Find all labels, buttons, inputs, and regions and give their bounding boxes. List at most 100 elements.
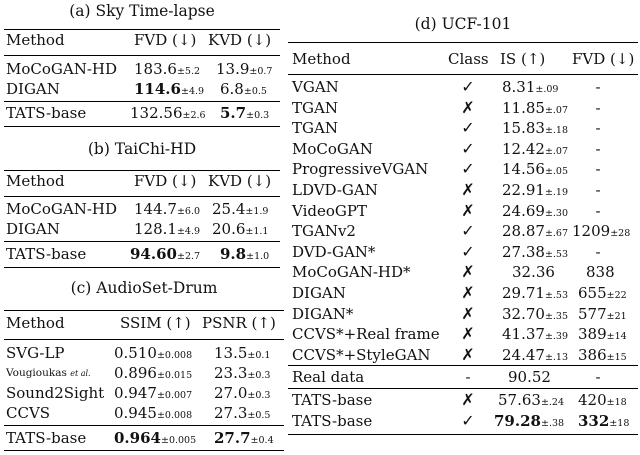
ucf-header-method: Method <box>292 50 351 68</box>
is-value: 28.87 <box>502 222 545 241</box>
method-cell: MoCoGAN-HD <box>6 200 118 218</box>
sky-header-row: Method FVD (↓) KVD (↓) <box>4 30 280 50</box>
table-row: Vougioukas et al. 0.896±0.015 23.3±0.3 <box>4 363 284 383</box>
cross-icon: ✗ <box>461 390 475 409</box>
sky-header-kvd: KVD (↓) <box>208 31 272 49</box>
table-row: TATS-base 94.60±2.7 9.8±1.0 <box>4 244 280 264</box>
ssim-value: 0.896 <box>114 364 157 382</box>
method-cell: TATS-base <box>292 391 373 409</box>
fvd-error: ±2.6 <box>182 110 206 121</box>
is-error: ±.67 <box>544 228 569 240</box>
is-value: 29.71 <box>502 284 545 302</box>
ssim-error: ±0.015 <box>156 370 193 381</box>
cross-icon: ✗ <box>461 303 475 323</box>
is-value: 12.42 <box>502 139 545 158</box>
method-cell: MoCoGAN <box>292 139 373 158</box>
method-cell: TGANv2 <box>292 222 356 241</box>
psnr-error: ±0.4 <box>250 435 274 446</box>
table-row: VGAN ✓ 8.31±.09 - <box>288 77 638 97</box>
is-value: 8.31 <box>502 78 536 96</box>
method-suffix: et al. <box>70 369 91 378</box>
kvd-error: ±1.1 <box>245 226 269 237</box>
check-icon: ✓ <box>461 241 475 261</box>
table-row: LDVD-GAN ✗ 22.91±.19 - <box>288 180 638 200</box>
fvd-value: - <box>595 78 601 96</box>
sky-table: (a) Sky Time-lapse Method FVD (↓) KVD (↓… <box>4 0 280 135</box>
fvd-value: - <box>595 242 601 261</box>
audio-header-psnr: PSNR (↑) <box>202 314 276 332</box>
kvd-error: ±1.9 <box>245 206 269 217</box>
table-row: TATS-base ✗ 57.63±.24 420±18 <box>288 390 638 410</box>
table-row: Sound2Sight 0.947±0.007 27.0±0.3 <box>4 383 284 403</box>
psnr-value: 27.3 <box>214 404 248 422</box>
sky-header-method: Method <box>6 31 65 49</box>
is-error: ±.24 <box>540 397 565 408</box>
check-icon: ✓ <box>461 118 475 138</box>
ucf-header-row: Method Class IS (↑) FVD (↓) <box>288 49 638 69</box>
check-icon: ✓ <box>461 221 475 241</box>
is-error: ±.07 <box>544 145 569 157</box>
table-row: TATS-base 132.56±2.6 5.7±0.3 <box>4 103 280 123</box>
is-value: 57.63 <box>498 391 541 409</box>
method-cell: TATS-base <box>292 412 373 430</box>
table-row: MoCoGAN-HD* ✗ 32.36 838 <box>288 262 638 282</box>
psnr-value: 27.7 <box>214 429 251 447</box>
is-value: 27.38 <box>502 242 545 261</box>
table-row: TGAN ✓ 15.83±.18 - <box>288 118 638 138</box>
kvd-value: 20.6 <box>212 220 246 238</box>
fvd-error: ±4.9 <box>180 86 205 97</box>
ssim-error: ±0.008 <box>156 350 193 361</box>
kvd-value: 5.7 <box>220 104 247 122</box>
taichi-header-kvd: KVD (↓) <box>208 172 272 190</box>
psnr-error: ±0.3 <box>247 390 271 401</box>
table-row: MoCoGAN ✓ 12.42±.07 - <box>288 139 638 159</box>
kvd-error: ±0.3 <box>246 110 270 121</box>
cross-icon: ✗ <box>461 283 475 302</box>
taichi-caption: (b) TaiChi-HD <box>87 140 197 158</box>
fvd-error: ±18 <box>606 397 627 408</box>
table-row: CCVS*+Real frame ✗ 41.37±.39 389±14 <box>288 324 638 344</box>
fvd-error: ±18 <box>609 418 630 429</box>
fvd-error: ±4.9 <box>176 226 201 237</box>
method-cell: MoCoGAN-HD <box>6 60 118 78</box>
method-cell: SVG-LP <box>6 344 65 362</box>
method-cell: VideoGPT <box>292 201 367 220</box>
method-cell: TATS-base <box>6 245 87 263</box>
psnr-value: 13.5 <box>214 344 248 362</box>
is-error: ±.53 <box>544 248 569 260</box>
table-row: VideoGPT ✗ 24.69±.30 - <box>288 201 638 221</box>
ucf-header-is: IS (↑) <box>500 50 546 68</box>
taichi-table: (b) TaiChi-HD Method FVD (↓) KVD (↓) MoC… <box>4 137 280 270</box>
method-cell: DIGAN <box>6 220 60 238</box>
is-error: ±.30 <box>544 207 569 219</box>
table-row: MoCoGAN-HD 144.7±6.0 25.4±1.9 <box>4 199 280 219</box>
table-row: DIGAN ✗ 29.71±.53 655±22 <box>288 283 638 303</box>
fvd-value: - <box>595 181 601 199</box>
is-value: 32.70 <box>502 304 545 323</box>
fvd-value: 332 <box>578 412 610 430</box>
table-row-real-data: Real data - 90.52 - <box>288 367 638 387</box>
is-error: ±.07 <box>544 104 569 116</box>
sky-header-fvd: FVD (↓) <box>134 31 197 49</box>
is-error: ±.09 <box>535 84 559 95</box>
method-cell: Vougioukas et al. <box>6 367 91 379</box>
table-row: ProgressiveVGAN ✓ 14.56±.05 - <box>288 159 638 179</box>
psnr-error: ±0.1 <box>247 350 271 361</box>
method-cell: ProgressiveVGAN <box>292 160 429 179</box>
psnr-error: ±0.5 <box>247 410 271 421</box>
sky-caption: (a) Sky Time-lapse <box>69 2 215 20</box>
table-row: SVG-LP 0.510±0.008 13.5±0.1 <box>4 343 284 363</box>
taichi-header-method: Method <box>6 172 65 190</box>
is-value: 41.37 <box>502 325 545 344</box>
fvd-value: 94.60 <box>130 245 177 263</box>
fvd-value: - <box>595 98 601 117</box>
check-icon: ✓ <box>461 138 475 158</box>
ssim-error: ±0.008 <box>156 410 193 421</box>
audio-table: (c) AudioSet-Drum Method SSIM (↑) PSNR (… <box>4 275 284 453</box>
fvd-error: ±28 <box>610 228 631 240</box>
table-row: DIGAN 114.6±4.9 6.8±0.5 <box>4 79 280 99</box>
method-cell: CCVS*+Real frame <box>292 325 440 344</box>
cross-icon: ✗ <box>461 180 475 199</box>
fvd-error: ±2.7 <box>176 251 201 262</box>
is-value: 90.52 <box>508 368 551 386</box>
